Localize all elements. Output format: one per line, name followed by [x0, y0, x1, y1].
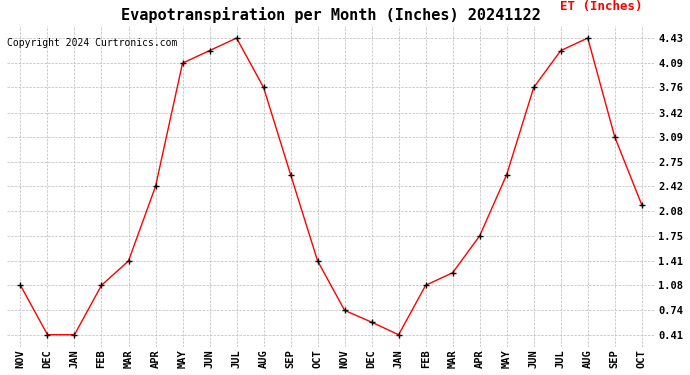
Title: Evapotranspiration per Month (Inches) 20241122: Evapotranspiration per Month (Inches) 20…	[121, 7, 541, 23]
Text: ET (Inches): ET (Inches)	[560, 0, 642, 13]
Text: Copyright 2024 Curtronics.com: Copyright 2024 Curtronics.com	[7, 38, 177, 48]
